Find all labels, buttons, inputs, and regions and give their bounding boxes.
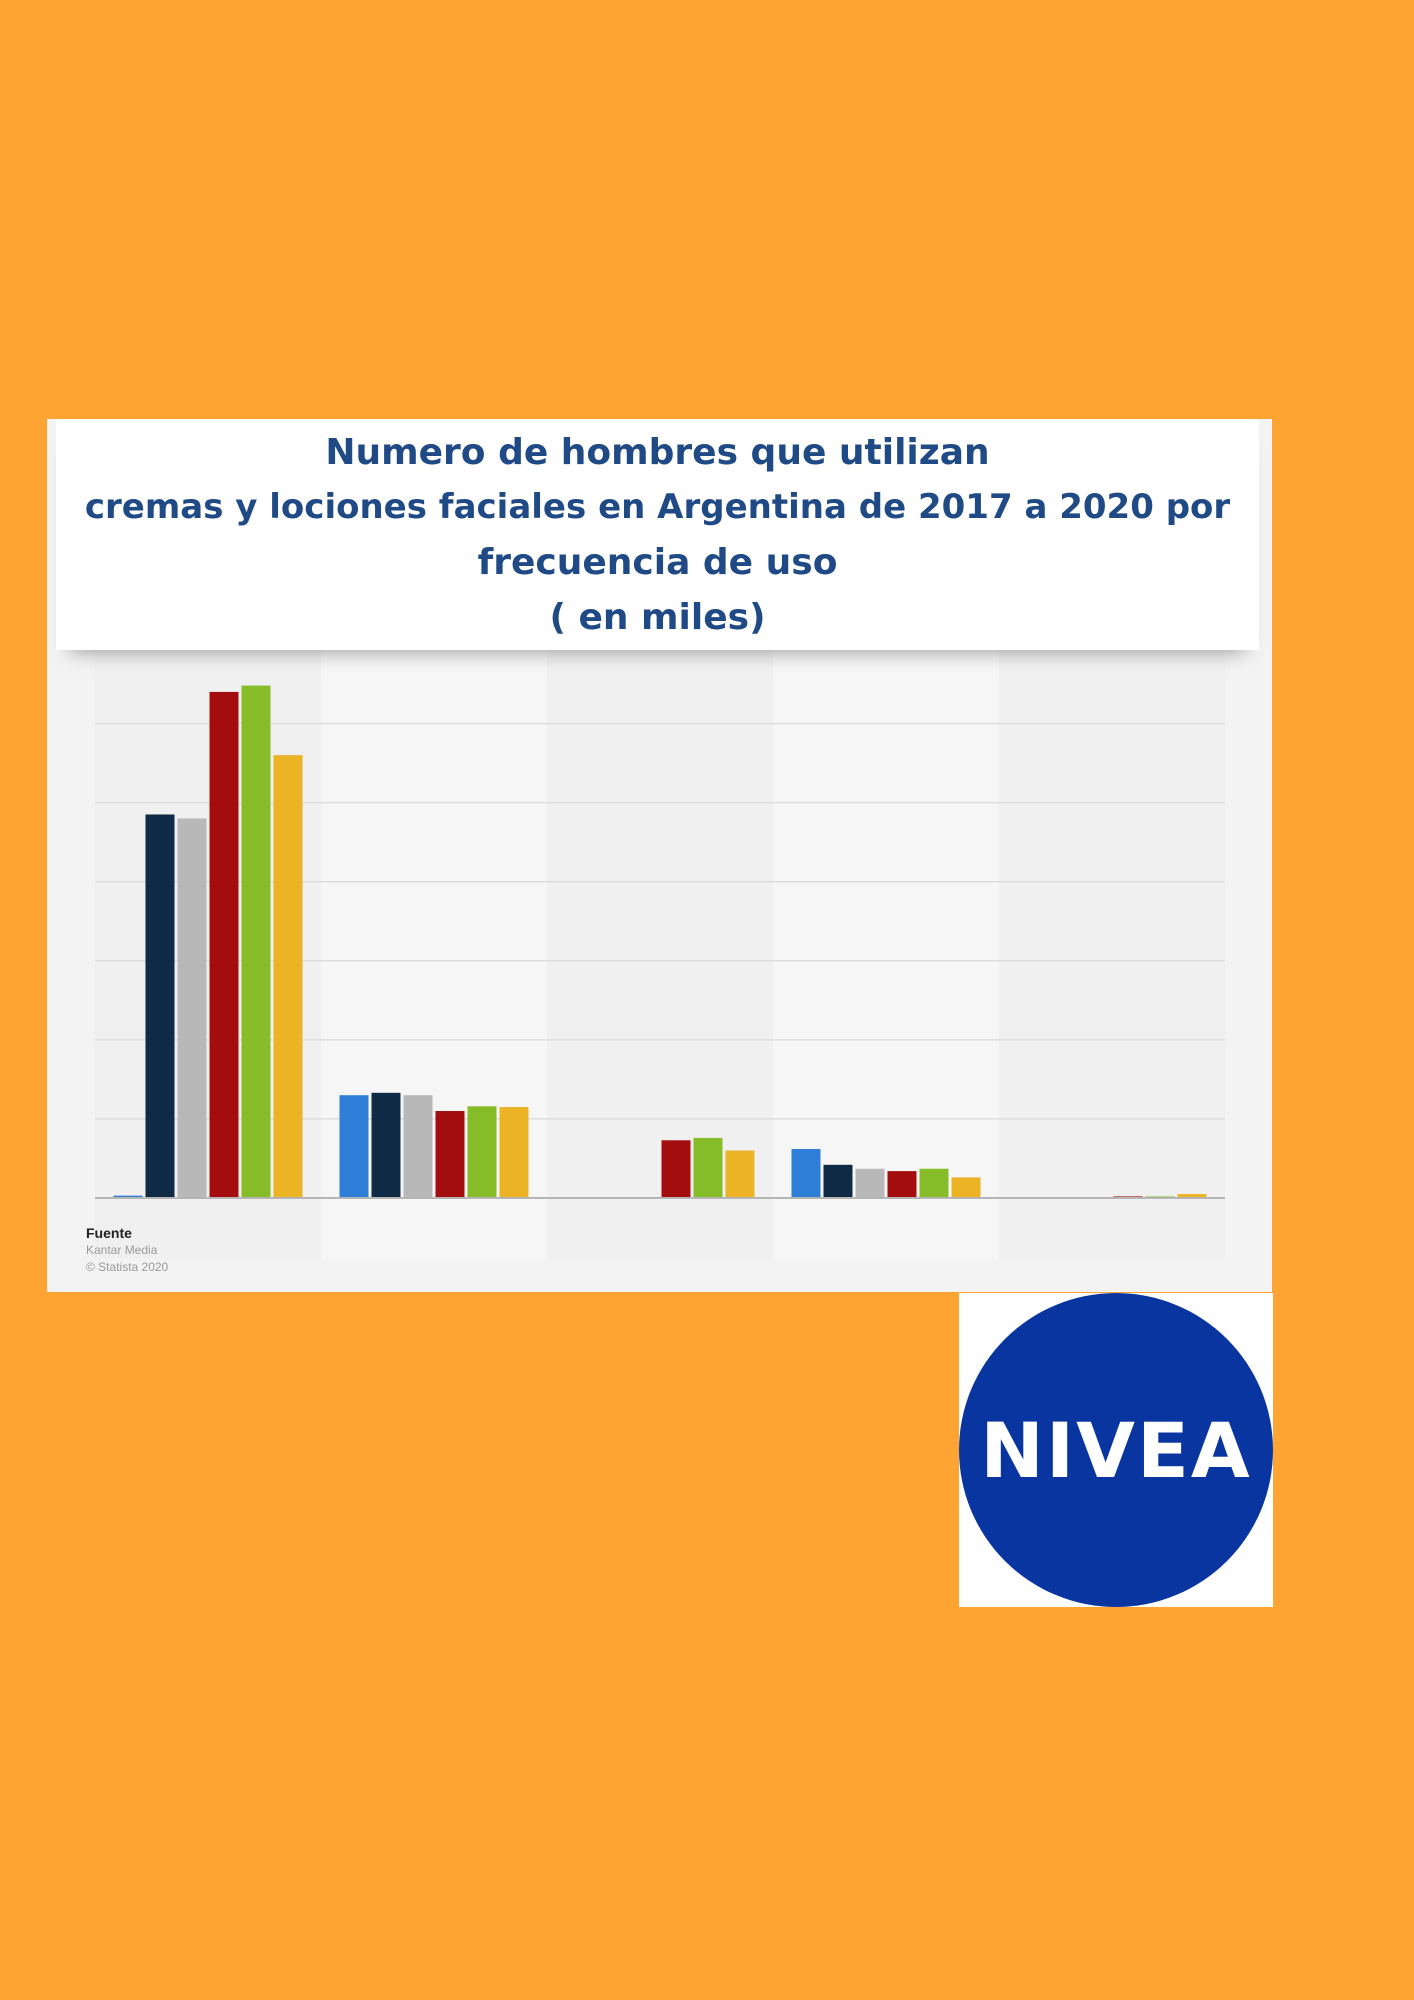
chart-title-line-1: Numero de hombres que utilizan — [325, 431, 990, 473]
chart-title-line-2: cremas y lociones faciales en Argentina … — [84, 486, 1231, 527]
source-note: Fuente Kantar Media © Statista 2020 — [86, 1225, 168, 1276]
bar — [855, 1168, 885, 1198]
bar — [113, 1195, 143, 1198]
bars — [113, 685, 1207, 1198]
source-heading: Fuente — [86, 1225, 132, 1241]
nivea-logo: NIVEA — [959, 1293, 1273, 1607]
bar — [693, 1137, 723, 1198]
bar — [661, 1140, 691, 1198]
bar — [241, 685, 271, 1198]
source-line-1: Kantar Media — [86, 1243, 158, 1257]
bar — [209, 691, 239, 1198]
chart-title-line-3: frecuencia de uso — [477, 541, 838, 583]
bar — [467, 1106, 497, 1198]
bar — [823, 1164, 853, 1198]
chart-title-line-4: ( en miles) — [549, 596, 766, 638]
source-line-2: © Statista 2020 — [86, 1260, 169, 1274]
bar — [177, 818, 207, 1198]
chart-title-box: Numero de hombres que utilizan cremas y … — [56, 419, 1259, 650]
bar — [1177, 1194, 1207, 1198]
bar — [403, 1095, 433, 1198]
nivea-logo-circle: NIVEA — [959, 1293, 1273, 1607]
nivea-logo-text: NIVEA — [980, 1405, 1252, 1495]
bar — [791, 1148, 821, 1198]
bar — [951, 1177, 981, 1198]
bar — [887, 1171, 917, 1198]
bar — [371, 1092, 401, 1198]
bar — [273, 755, 303, 1198]
bar — [435, 1111, 465, 1198]
bar — [919, 1168, 949, 1198]
bar — [145, 814, 175, 1198]
bar — [725, 1150, 755, 1198]
bar — [339, 1095, 369, 1198]
bar — [499, 1107, 529, 1198]
